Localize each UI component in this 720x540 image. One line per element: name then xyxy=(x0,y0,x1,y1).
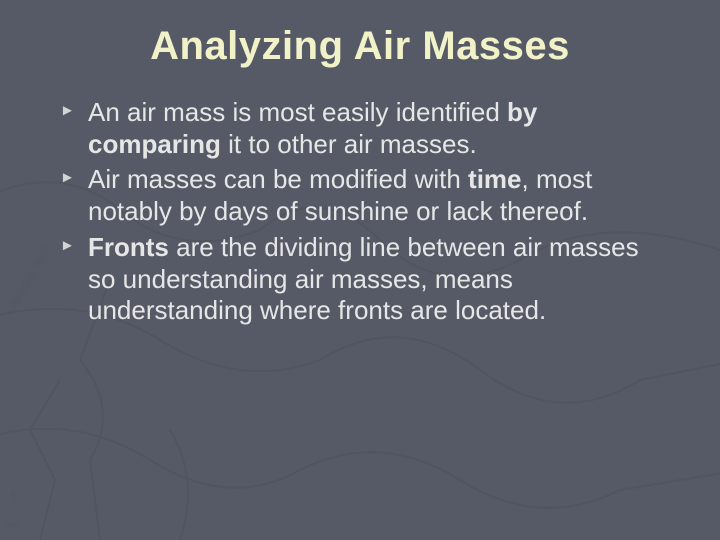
bullet-bold: Fronts xyxy=(88,232,169,262)
bullet-bold: time xyxy=(468,164,521,194)
bullet-item: Air masses can be modified with time, mo… xyxy=(66,164,672,227)
bullet-text: An air mass is most easily identified xyxy=(88,97,507,127)
bullet-list: An air mass is most easily identified by… xyxy=(48,97,672,327)
bullet-item: An air mass is most easily identified by… xyxy=(66,97,672,160)
bullet-text: Air masses can be modified with xyxy=(88,164,468,194)
slide-container: Analyzing Air Masses An air mass is most… xyxy=(0,0,720,540)
bullet-text: it to other air masses. xyxy=(221,129,477,159)
slide-title: Analyzing Air Masses xyxy=(48,24,672,69)
bullet-item: Fronts are the dividing line between air… xyxy=(66,232,672,327)
bullet-text: are the dividing line between air masses… xyxy=(88,232,639,325)
